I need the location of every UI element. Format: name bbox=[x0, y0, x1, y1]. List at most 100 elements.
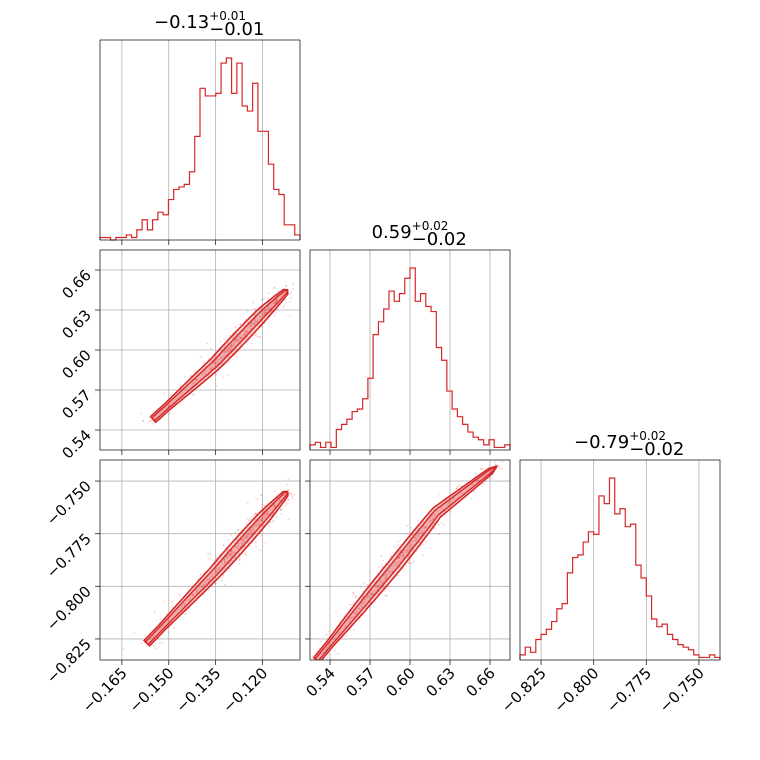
sample-point bbox=[260, 519, 263, 522]
sample-point bbox=[424, 540, 427, 543]
sample-point bbox=[319, 640, 322, 643]
sample-point bbox=[290, 296, 293, 299]
sample-point bbox=[211, 573, 214, 576]
grid-layer bbox=[100, 40, 700, 660]
sample-point bbox=[272, 504, 275, 507]
sample-point bbox=[238, 562, 240, 565]
x-tick-label: −0.120 bbox=[219, 664, 271, 716]
sample-point bbox=[239, 323, 241, 326]
sample-point bbox=[234, 531, 237, 534]
sample-point bbox=[216, 362, 219, 364]
sample-point bbox=[258, 528, 261, 531]
sample-point bbox=[288, 492, 291, 495]
sample-point bbox=[238, 559, 241, 562]
sample-point bbox=[171, 600, 174, 603]
sample-point bbox=[236, 338, 239, 341]
sample-point bbox=[237, 335, 240, 338]
sample-point bbox=[274, 301, 277, 304]
sample-point bbox=[349, 617, 352, 620]
sample-point bbox=[284, 504, 287, 507]
sample-point bbox=[161, 641, 164, 644]
sample-point bbox=[168, 404, 170, 407]
sample-point bbox=[207, 552, 209, 555]
sample-point bbox=[408, 561, 411, 564]
sample-point bbox=[258, 523, 261, 526]
sample-point bbox=[263, 312, 266, 314]
sample-point bbox=[289, 293, 292, 296]
sample-point bbox=[254, 525, 257, 527]
sample-point bbox=[438, 523, 441, 526]
sample-point bbox=[247, 536, 249, 539]
sample-point bbox=[192, 593, 195, 596]
sample-point bbox=[255, 513, 258, 515]
sample-point bbox=[253, 319, 256, 322]
sample-point bbox=[477, 479, 480, 482]
sample-point bbox=[252, 526, 255, 529]
sample-point bbox=[209, 368, 211, 370]
sample-point bbox=[272, 519, 275, 522]
y-tick-label: −0.750 bbox=[43, 477, 95, 529]
x-tick-label: 0.63 bbox=[422, 664, 458, 700]
sample-point bbox=[218, 358, 221, 361]
sample-point bbox=[287, 498, 290, 501]
sample-point bbox=[381, 579, 384, 582]
sample-point bbox=[219, 364, 222, 366]
title-lower-error: −0.02 bbox=[629, 439, 684, 460]
sample-point bbox=[215, 571, 218, 573]
sample-point bbox=[354, 596, 357, 599]
sample-point bbox=[206, 342, 209, 345]
sample-point bbox=[182, 603, 185, 606]
sample-point bbox=[264, 311, 267, 314]
panel-title: 0.59+0.02 bbox=[372, 219, 449, 243]
sample-point bbox=[144, 634, 147, 637]
sample-point bbox=[385, 573, 388, 576]
panel-title: −0.79+0.02 bbox=[574, 429, 666, 453]
sample-point bbox=[420, 538, 423, 541]
sample-point bbox=[249, 324, 252, 327]
sample-point bbox=[212, 361, 215, 364]
sample-point bbox=[433, 522, 435, 525]
sample-point bbox=[214, 582, 217, 585]
sample-point bbox=[354, 613, 357, 615]
sample-point bbox=[387, 564, 390, 567]
sample-point bbox=[254, 334, 257, 337]
sample-point bbox=[170, 393, 173, 396]
sample-point bbox=[244, 332, 247, 335]
sample-point bbox=[238, 339, 241, 342]
sample-point bbox=[279, 508, 282, 511]
sample-point bbox=[245, 517, 248, 520]
sample-point bbox=[266, 510, 269, 513]
sample-point bbox=[434, 514, 437, 517]
title-value: 0.59 bbox=[372, 222, 412, 243]
sample-point bbox=[401, 554, 404, 556]
sample-point bbox=[501, 460, 504, 463]
sample-point bbox=[205, 369, 208, 372]
sample-point bbox=[263, 310, 266, 313]
sample-point bbox=[358, 607, 361, 610]
sample-point bbox=[250, 342, 253, 345]
sample-point bbox=[263, 515, 265, 518]
sample-point bbox=[261, 503, 264, 506]
sample-point bbox=[216, 360, 219, 363]
sample-point bbox=[250, 533, 253, 536]
sample-point bbox=[227, 374, 230, 376]
sample-point bbox=[352, 591, 355, 594]
sample-point bbox=[152, 423, 154, 425]
sample-point bbox=[401, 551, 404, 554]
sample-point bbox=[184, 603, 186, 606]
sample-point bbox=[328, 643, 330, 646]
sample-point bbox=[243, 536, 246, 538]
sample-point bbox=[287, 518, 290, 521]
sample-point bbox=[274, 312, 277, 315]
sample-point bbox=[399, 554, 402, 557]
sample-point bbox=[356, 609, 358, 612]
sample-point bbox=[215, 567, 217, 570]
sample-point bbox=[384, 577, 386, 580]
y-tick-label: 0.66 bbox=[58, 266, 94, 302]
sample-point bbox=[228, 360, 231, 363]
histogram-step-line bbox=[309, 267, 511, 450]
sample-point bbox=[196, 590, 199, 593]
sample-point bbox=[224, 355, 226, 358]
sample-point bbox=[416, 538, 418, 540]
sample-point bbox=[257, 319, 259, 321]
